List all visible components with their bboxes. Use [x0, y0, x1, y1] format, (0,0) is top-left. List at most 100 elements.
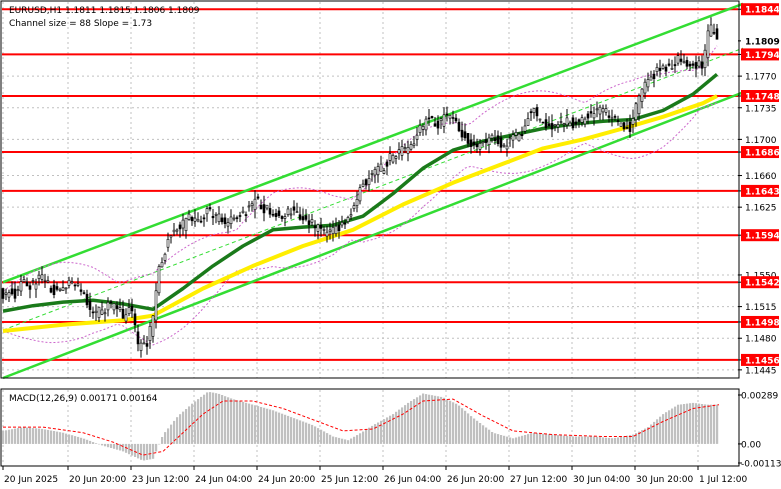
- macd-histogram-bar: [374, 424, 377, 444]
- candle-body: [430, 116, 434, 119]
- macd-histogram-bar: [662, 414, 665, 444]
- candle-body: [205, 208, 209, 215]
- candle-body: [604, 108, 608, 113]
- current-price-label: 1.1809: [745, 37, 780, 47]
- macd-histogram-bar: [419, 395, 422, 444]
- candle-body: [322, 229, 326, 231]
- candle-body: [553, 124, 557, 127]
- macd-histogram-bar: [110, 443, 113, 448]
- candle-body: [514, 132, 518, 136]
- macd-histogram-bar: [347, 440, 350, 444]
- macd-histogram-bar: [260, 407, 263, 444]
- candle-body: [154, 290, 158, 321]
- macd-histogram-bar: [140, 443, 143, 460]
- candle-body: [406, 147, 410, 154]
- candle-body: [703, 49, 707, 69]
- candle-body: [262, 204, 266, 214]
- macd-histogram-bar: [194, 401, 197, 444]
- current-price-tag: [741, 34, 779, 47]
- macd-histogram-bar: [446, 399, 449, 444]
- macd-histogram-bar: [545, 433, 548, 444]
- candle-body: [505, 145, 509, 150]
- macd-histogram-bar: [245, 402, 248, 444]
- macd-histogram-bar: [119, 443, 122, 451]
- macd-histogram-bar: [665, 412, 668, 444]
- macd-histogram-bar: [311, 424, 314, 444]
- candle-body: [532, 108, 536, 113]
- macd-histogram-bar: [44, 429, 47, 444]
- macd-histogram-bar: [134, 443, 137, 457]
- macd-histogram-bar: [218, 393, 221, 444]
- macd-histogram-bar: [497, 434, 500, 444]
- macd-histogram-bar: [503, 435, 506, 444]
- macd-histogram-bar: [11, 429, 14, 444]
- candle-body: [517, 133, 521, 142]
- candle-body: [697, 60, 701, 67]
- macd-histogram-bar: [386, 417, 389, 444]
- candle-body: [109, 301, 113, 304]
- candle-body: [10, 288, 14, 295]
- candle-body: [655, 67, 659, 73]
- candle-body: [55, 286, 59, 290]
- macd-histogram-bar: [692, 402, 695, 444]
- macd-histogram-bar: [56, 431, 59, 444]
- candle-body: [511, 134, 515, 141]
- macd-histogram-bar: [359, 433, 362, 444]
- macd-histogram-bar: [461, 408, 464, 444]
- macd-histogram-bar: [197, 399, 200, 444]
- candle-body: [343, 222, 347, 225]
- candle-body: [577, 119, 581, 122]
- candle-body: [256, 196, 260, 199]
- macd-histogram-bar: [236, 400, 239, 444]
- macd-histogram-bar: [239, 401, 242, 444]
- candle-body: [103, 312, 107, 315]
- macd-histogram-bar: [131, 443, 134, 456]
- macd-histogram-bar: [392, 414, 395, 444]
- macd-histogram-bar: [74, 436, 77, 444]
- level-price-tag: [741, 276, 779, 289]
- channel-info-label: Channel size = 88 Slope = 1.73: [9, 19, 152, 29]
- macd-histogram-bar: [332, 436, 335, 444]
- macd-histogram-bar: [623, 436, 626, 444]
- macd-histogram-bar: [614, 437, 617, 444]
- candle-body: [670, 68, 674, 70]
- candle-body: [319, 224, 323, 229]
- time-tick-label: 27 Jun 12:00: [510, 475, 567, 485]
- candle-body: [592, 113, 596, 119]
- candle-body: [190, 217, 194, 222]
- macd-histogram-bar: [608, 437, 611, 444]
- macd-histogram-bar: [314, 426, 317, 444]
- price-tick-label: 1.1480: [745, 335, 777, 345]
- macd-histogram-bar: [632, 434, 635, 444]
- candle-body: [301, 216, 305, 221]
- symbol-ohlc-label: EURUSD,H1 1.1811 1.1815 1.1806 1.1809: [9, 6, 200, 16]
- candle-body: [34, 283, 38, 290]
- candle-body: [49, 287, 53, 293]
- candle-body: [52, 284, 56, 295]
- macd-histogram-bar: [569, 436, 572, 444]
- candle-body: [181, 219, 185, 229]
- candle-body: [106, 301, 110, 311]
- candle-body: [445, 113, 449, 116]
- candle-body: [520, 134, 524, 137]
- level-price-label: 1.1643: [745, 187, 780, 197]
- macd-histogram-bar: [86, 439, 89, 444]
- macd-histogram-bar: [317, 428, 320, 444]
- macd-histogram-bar: [80, 437, 83, 444]
- candle-body: [265, 204, 269, 209]
- macd-histogram-bar: [257, 406, 260, 444]
- candle-body: [466, 133, 470, 144]
- macd-histogram-bar: [335, 437, 338, 444]
- candle-body: [679, 58, 683, 62]
- candle-body: [340, 222, 344, 226]
- macd-histogram-bar: [242, 401, 245, 444]
- level-price-label: 1.1456: [745, 356, 780, 366]
- macd-histogram-bar: [326, 433, 329, 444]
- candle-body: [424, 118, 428, 131]
- macd-histogram-bar: [215, 393, 218, 444]
- macd-histogram-bar: [323, 431, 326, 444]
- channel-upper-line: [2, 2, 744, 284]
- candle-body: [334, 225, 338, 234]
- candle-body: [379, 163, 383, 172]
